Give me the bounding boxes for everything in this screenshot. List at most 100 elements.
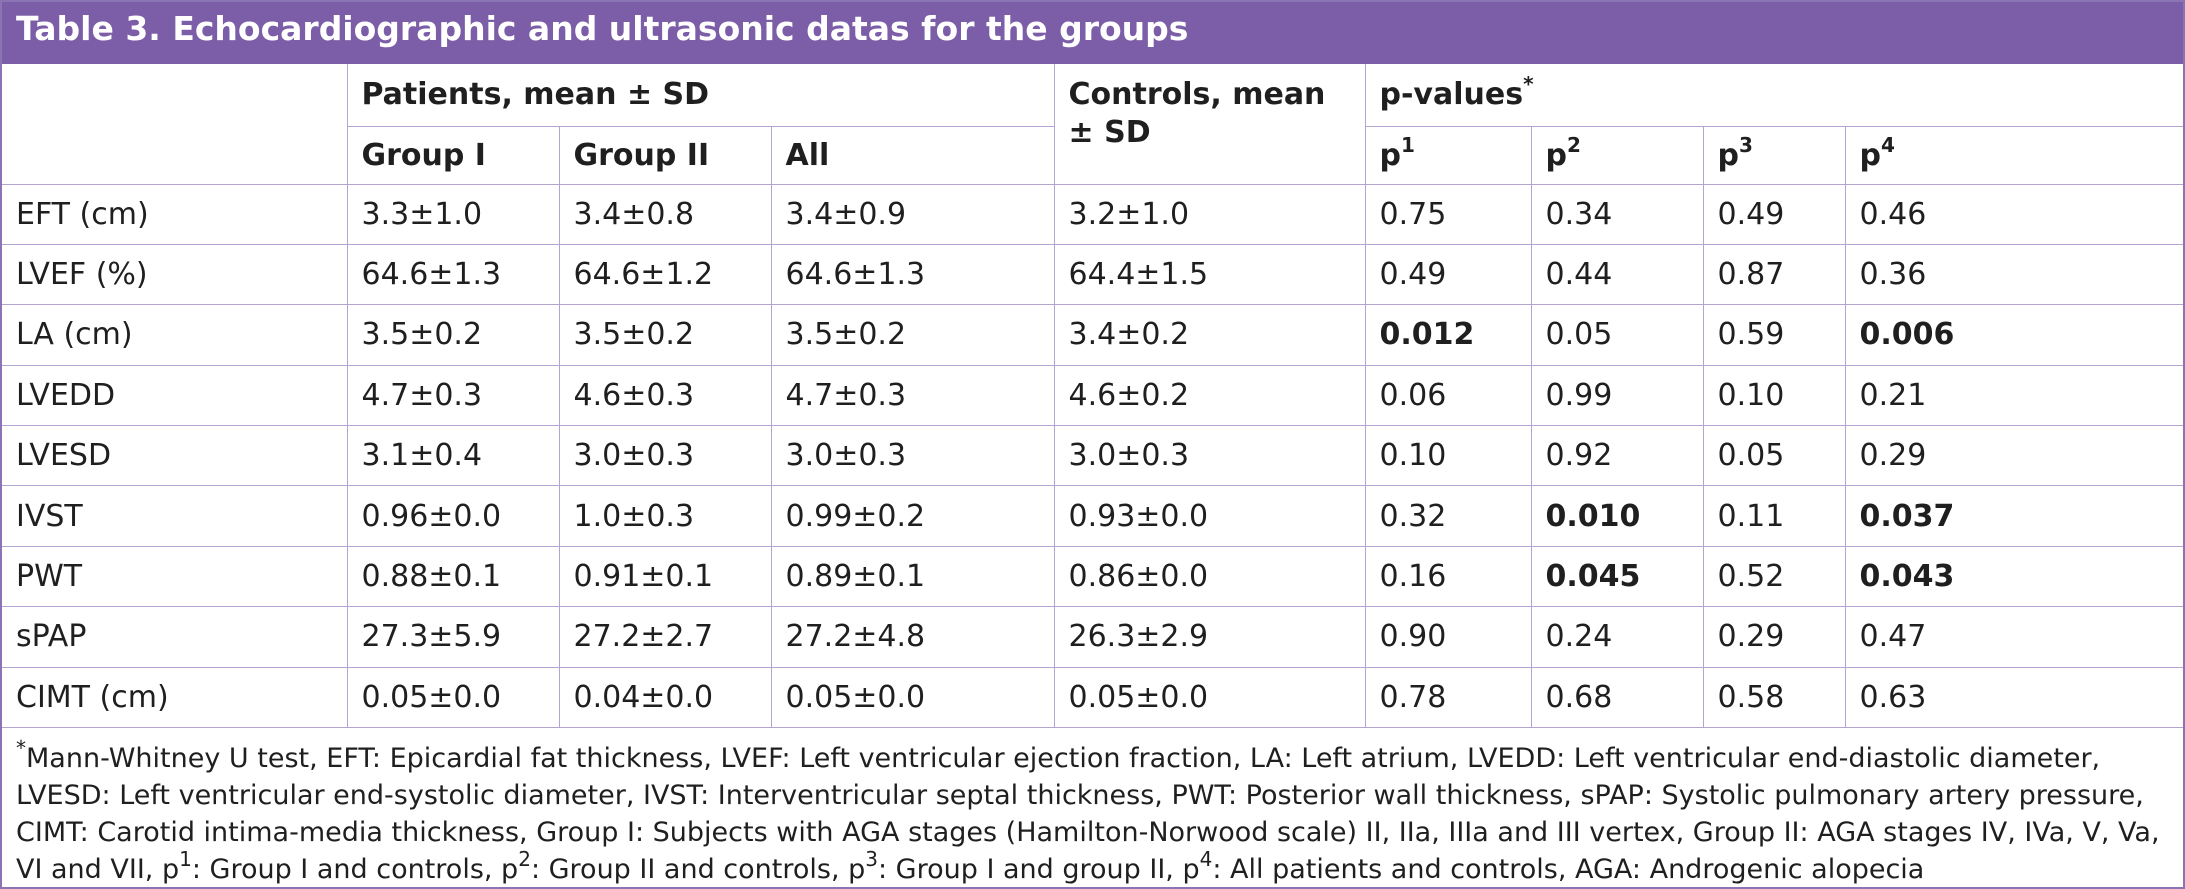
cell-p1: 0.32 — [1364, 485, 1532, 547]
table-row: IVST 0.96±0.0 1.0±0.3 0.99±0.2 0.93±0.0 0.32 0… — [2, 485, 2183, 547]
cell-p1: 0.16 — [1364, 545, 1532, 608]
cell-group1: 3.3±1.0 — [346, 183, 560, 245]
cell-group1: 64.6±1.3 — [346, 243, 560, 306]
cell-p4: 0.47 — [1844, 606, 2183, 668]
header-group1: Group I — [347, 125, 560, 185]
header-patients: Patients, mean ± SD — [346, 64, 1055, 127]
cell-p1: 0.012 — [1364, 304, 1532, 366]
cell-all: 0.99±0.2 — [770, 485, 1055, 547]
cell-p2: 0.34 — [1530, 183, 1704, 245]
cell-p4: 0.043 — [1844, 545, 2183, 608]
header-p2: p2 — [1530, 125, 1704, 185]
cell-p2: 0.045 — [1530, 545, 1704, 608]
table-footnote: *Mann-Whitney U test, EFT: Epicardial fa… — [2, 728, 2183, 888]
header-row-sub: Group I Group II All p1 p2 p3 p4 — [2, 125, 2183, 185]
header-p1: p1 — [1364, 125, 1532, 185]
cell-controls: 3.2±1.0 — [1053, 183, 1366, 245]
cell-p4: 0.037 — [1844, 485, 2183, 547]
header-p4: p4 — [1844, 125, 2183, 185]
cell-p3: 0.29 — [1702, 606, 1846, 668]
footnote-text-3: : Group II and controls, p — [530, 854, 866, 886]
table-row: LVESD 3.1±0.4 3.0±0.3 3.0±0.3 3.0±0.3 0.10 0.9… — [2, 425, 2183, 487]
cell-controls: 0.86±0.0 — [1053, 545, 1366, 608]
cell-p2: 0.44 — [1530, 243, 1704, 306]
cell-p2: 0.99 — [1530, 364, 1704, 427]
row-label: LVESD — [2, 425, 348, 487]
row-label: CIMT (cm) — [2, 666, 348, 729]
header-p3-text: p — [1717, 137, 1739, 173]
header-pvalues-sup: * — [1523, 72, 1534, 97]
table-row: sPAP 27.3±5.9 27.2±2.7 27.2±4.8 26.3±2.9 0.90… — [2, 606, 2183, 668]
header-pvalues: p-values* — [1364, 64, 2183, 127]
header-p2-text: p — [1545, 137, 1567, 173]
table-title: Table 3. Echocardiographic and ultrasoni… — [2, 2, 2183, 64]
cell-controls: 4.6±0.2 — [1053, 364, 1366, 427]
cell-controls: 0.93±0.0 — [1053, 485, 1366, 547]
footnote-text-2: : Group I and controls, p — [191, 854, 519, 886]
header-patients-text: Patients, mean ± SD — [361, 77, 710, 113]
header-p2-sup: 2 — [1566, 132, 1581, 157]
footnote-sup-1: 1 — [179, 847, 192, 872]
cell-all: 0.05±0.0 — [770, 666, 1055, 729]
cell-p4: 0.006 — [1844, 304, 2183, 366]
cell-p1: 0.90 — [1364, 606, 1532, 668]
row-label: LVEF (%) — [2, 243, 348, 306]
cell-controls: 26.3±2.9 — [1053, 606, 1366, 668]
header-p3: p3 — [1702, 125, 1846, 185]
table-row: PWT 0.88±0.1 0.91±0.1 0.89±0.1 0.86±0.0 0.16 0… — [2, 545, 2183, 608]
cell-group1: 3.5±0.2 — [346, 304, 560, 366]
cell-controls: 3.0±0.3 — [1053, 425, 1366, 487]
cell-p1: 0.10 — [1364, 425, 1532, 487]
cell-controls: 3.4±0.2 — [1053, 304, 1366, 366]
cell-p3: 0.49 — [1702, 183, 1846, 245]
table-row: LVEF (%) 64.6±1.3 64.6±1.2 64.6±1.3 64.4±1.5… — [2, 243, 2183, 306]
header-p4-text: p — [1859, 137, 1881, 173]
header-all: All — [770, 125, 1055, 185]
cell-group2: 1.0±0.3 — [558, 485, 772, 547]
cell-p4: 0.21 — [1844, 364, 2183, 427]
table-row: LA (cm) 3.5±0.2 3.5±0.2 3.5±0.2 3.4±0.2 0.012… — [2, 304, 2183, 366]
footnote-text-1: Mann-Whitney U test, EFT: Epicardial fat… — [16, 743, 2160, 886]
header-controls: Controls, mean ± SD — [1053, 64, 1366, 185]
table-row: CIMT (cm) 0.05±0.0 0.04±0.0 0.05±0.0 0.05±0.… — [2, 666, 2183, 729]
cell-p3: 0.87 — [1702, 243, 1846, 306]
cell-group2: 0.91±0.1 — [558, 545, 772, 608]
cell-group2: 3.0±0.3 — [558, 425, 772, 487]
header-controls-text: Controls, mean ± SD — [1068, 77, 1326, 150]
cell-p1: 0.06 — [1364, 364, 1532, 427]
cell-group2: 4.6±0.3 — [558, 364, 772, 427]
cell-group1: 0.88±0.1 — [346, 545, 560, 608]
header-p3-sup: 3 — [1738, 132, 1753, 157]
cell-p2: 0.92 — [1530, 425, 1704, 487]
header-group2: Group II — [558, 125, 772, 185]
cell-all: 64.6±1.3 — [770, 243, 1055, 306]
cell-all: 0.89±0.1 — [770, 545, 1055, 608]
cell-all: 3.4±0.9 — [770, 183, 1055, 245]
table-row: LVEDD 4.7±0.3 4.6±0.3 4.7±0.3 4.6±0.2 0.06 0.9… — [2, 364, 2183, 427]
header-p1-text: p — [1379, 137, 1401, 173]
cell-p2: 0.05 — [1530, 304, 1704, 366]
footnote-sup-4: 4 — [1199, 847, 1213, 872]
cell-controls: 64.4±1.5 — [1053, 243, 1366, 306]
cell-group1: 0.96±0.0 — [346, 485, 560, 547]
cell-all: 3.0±0.3 — [770, 425, 1055, 487]
cell-p1: 0.49 — [1364, 243, 1532, 306]
header-row-top: Patients, mean ± SD Controls, mean ± SD … — [2, 64, 2183, 185]
table-row: EFT (cm) 3.3±1.0 3.4±0.8 3.4±0.9 3.2±1.0 0.75… — [2, 183, 2183, 245]
footnote-star: * — [16, 736, 26, 761]
cell-group1: 3.1±0.4 — [346, 425, 560, 487]
footnote-sup-3: 3 — [865, 847, 878, 872]
cell-p3: 0.58 — [1702, 666, 1846, 729]
footnote-sup-2: 2 — [518, 847, 531, 872]
cell-controls: 0.05±0.0 — [1053, 666, 1366, 729]
cell-p2: 0.68 — [1530, 666, 1704, 729]
row-label: LA (cm) — [2, 304, 348, 366]
header-corner-cell — [2, 64, 348, 185]
cell-p1: 0.78 — [1364, 666, 1532, 729]
cell-group2: 64.6±1.2 — [558, 243, 772, 306]
footnote-text-4: : Group I and group II, p — [877, 854, 1200, 886]
cell-p4: 0.29 — [1844, 425, 2183, 487]
cell-p4: 0.63 — [1844, 666, 2183, 729]
footnote-text-5: : All patients and controls, AGA: Androg… — [1212, 854, 1925, 886]
